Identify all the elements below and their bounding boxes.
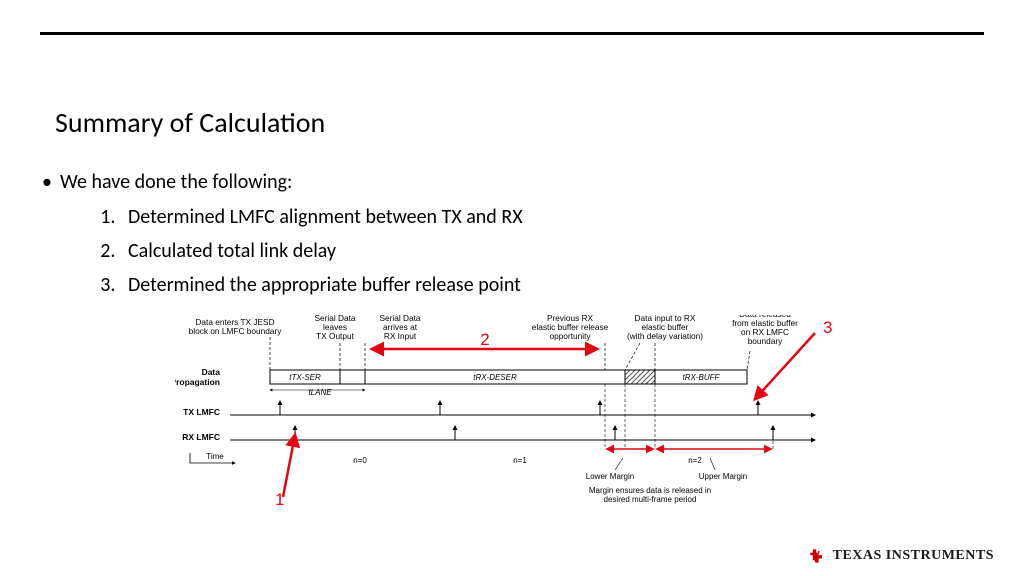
ti-logo-icon bbox=[807, 546, 827, 566]
period-n1: n=1 bbox=[513, 456, 527, 465]
arrow-1 bbox=[283, 435, 295, 497]
brand-text: TEXAS INSTRUMENTS bbox=[833, 548, 994, 564]
period-n2: n=2 bbox=[688, 456, 702, 465]
period-n0: n=0 bbox=[353, 456, 367, 465]
bullet-lead: We have done the following: bbox=[60, 170, 292, 194]
footer-brand: TEXAS INSTRUMENTS bbox=[807, 546, 994, 566]
row-label-rx: RX LMFC bbox=[182, 432, 220, 442]
list-item: Determined LMFC alignment between TX and… bbox=[120, 205, 523, 229]
timing-diagram: Data enters TX JESDblock on LMFC boundar… bbox=[175, 315, 835, 505]
rx-ticks bbox=[295, 426, 773, 440]
seg-lane: tLANE bbox=[308, 388, 332, 397]
list-item: Determined the appropriate buffer releas… bbox=[120, 273, 523, 297]
leader-lines bbox=[270, 337, 750, 370]
callout-rx-input: Data input to RXelastic buffer(with dela… bbox=[627, 315, 703, 341]
list-item: Calculated total link delay bbox=[120, 239, 523, 263]
seg-rxbuff: tRX-BUFF bbox=[683, 373, 721, 382]
callout-tx-leave: Serial DataleavesTX Output bbox=[314, 315, 355, 341]
callout-rx-release: Data releasedfrom elastic bufferon RX LM… bbox=[732, 315, 798, 346]
lower-margin-leader bbox=[615, 458, 623, 470]
time-label: Time bbox=[206, 452, 224, 461]
seg-rxdeser: tRX-DESER bbox=[473, 373, 517, 382]
annotation-2: 2 bbox=[480, 330, 489, 349]
lower-margin-label: Lower Margin bbox=[586, 472, 634, 481]
tx-ticks bbox=[280, 401, 758, 415]
upper-margin-label: Upper Margin bbox=[699, 472, 747, 481]
top-rule bbox=[40, 32, 984, 35]
annotation-3: 3 bbox=[823, 318, 832, 337]
row-label-prop: DataPropagation bbox=[175, 367, 220, 387]
seg-txser: tTX-SER bbox=[289, 373, 321, 382]
callout-rx-arrive: Serial Dataarrives atRX Input bbox=[379, 315, 420, 341]
annotation-1: 1 bbox=[275, 490, 284, 505]
margin-guides bbox=[605, 384, 773, 449]
summary-list: Determined LMFC alignment between TX and… bbox=[120, 205, 523, 307]
callout-tx-enter: Data enters TX JESDblock on LMFC boundar… bbox=[189, 317, 283, 336]
page-title: Summary of Calculation bbox=[55, 105, 325, 140]
row-label-tx: TX LMFC bbox=[183, 407, 220, 417]
diagram-footnote: Margin ensures data is released indesire… bbox=[589, 486, 711, 504]
upper-margin-leader bbox=[710, 458, 715, 470]
callout-prev-release: Previous RXelastic buffer releaseopportu… bbox=[532, 315, 609, 341]
